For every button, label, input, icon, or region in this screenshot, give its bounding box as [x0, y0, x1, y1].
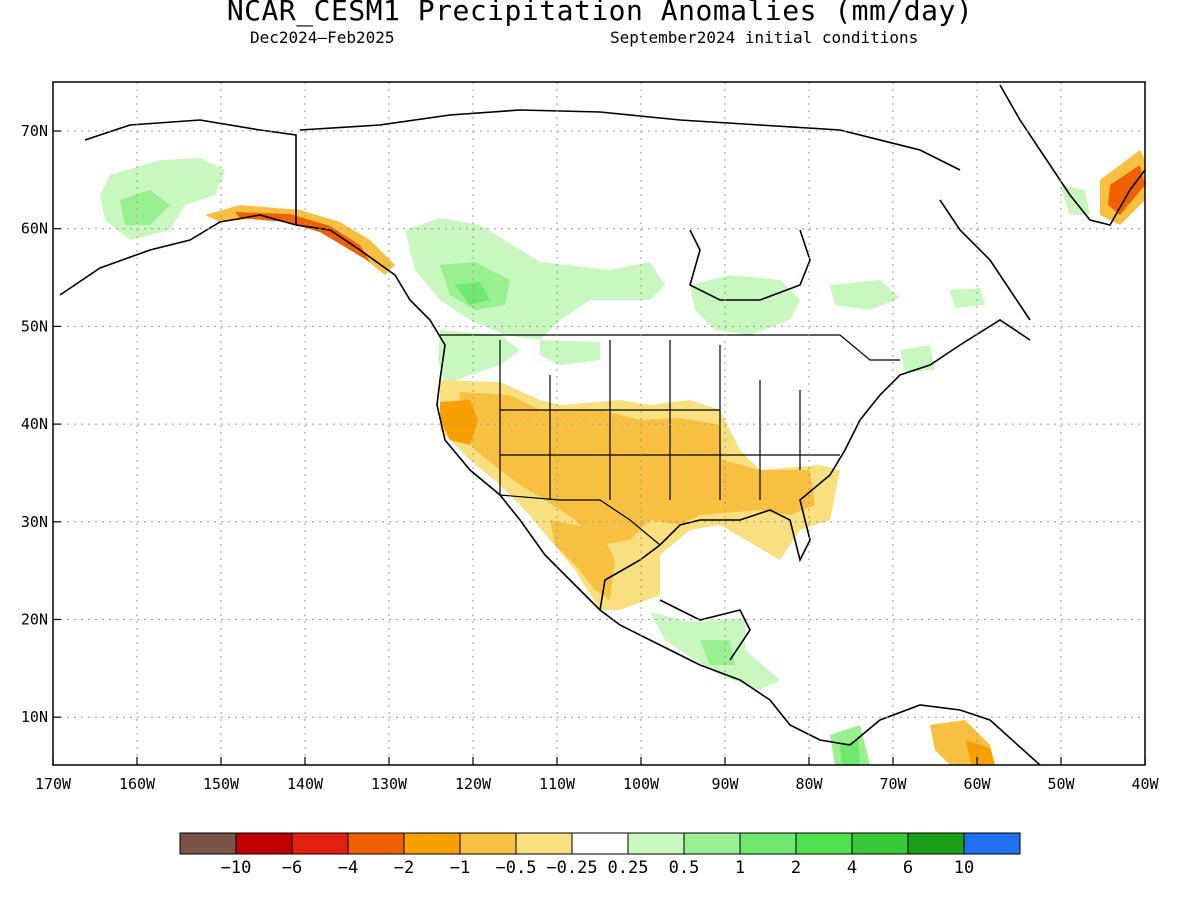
- north-america-west-coast: [295, 224, 851, 746]
- colorbar-swatch: [963, 832, 1021, 855]
- colorbar-label: −4: [338, 858, 358, 878]
- colorbar-swatch: [851, 832, 909, 855]
- gulf-alaska-dry-band: [205, 205, 395, 275]
- colorbar-swatch: [739, 832, 797, 855]
- longitude-label: 40W: [1131, 775, 1159, 793]
- colorbar-label: −0.25: [546, 858, 597, 878]
- labrador-coast: [939, 199, 1031, 321]
- longitude-label: 110W: [539, 775, 576, 793]
- longitude-label: 120W: [455, 775, 492, 793]
- colorbar-swatch: [683, 832, 741, 855]
- initial-conditions: September2024 initial conditions: [610, 28, 919, 47]
- longitude-label: 140W: [287, 775, 324, 793]
- latitude-label: 70N: [21, 122, 48, 140]
- colorbar-swatch: [627, 832, 685, 855]
- greenland-coast: [999, 84, 1145, 226]
- colorbar-label: −1: [450, 858, 470, 878]
- colorbar-label: 10: [954, 858, 974, 878]
- latitude-label: 40N: [21, 415, 48, 433]
- arctic-coast: [299, 109, 961, 171]
- us-canada-border: [440, 334, 900, 361]
- latitude-label: 20N: [21, 611, 48, 629]
- colorbar-label: 2: [791, 858, 801, 878]
- hudson-bay: [689, 229, 811, 301]
- south-america-coast: [849, 704, 1041, 765]
- mexico-dry-area: [550, 520, 615, 600]
- colorbar-label: −0.5: [496, 858, 537, 878]
- us-mexico-border: [499, 494, 661, 546]
- southwest-dry-core: [458, 392, 815, 545]
- colorbar-swatch: [291, 832, 349, 855]
- anomaly-shading: [100, 150, 1145, 765]
- colombia-wet-core: [840, 740, 860, 765]
- colorbar-label: 0.5: [669, 858, 700, 878]
- colorbar-label: −2: [394, 858, 414, 878]
- newfoundland-wet-area: [950, 288, 985, 308]
- political-borders: [440, 334, 900, 546]
- colorbar-swatch: [571, 832, 629, 855]
- colorbar: −10 −6 −4 −2 −1 −0.5 −0.25 0.25 0.5 1 2 4 6 10: [179, 832, 1021, 878]
- colorbar-label: −10: [221, 858, 252, 878]
- california-dry-peak: [440, 400, 478, 445]
- greenland-dry-core: [1108, 165, 1145, 215]
- latitude-label: 10N: [21, 708, 48, 726]
- map-title: NCAR_CESM1 Precipitation Anomalies (mm/d…: [226, 0, 974, 27]
- longitude-label: 100W: [623, 775, 660, 793]
- alaska-wet-area: [100, 158, 225, 240]
- gridlines: [53, 82, 1145, 765]
- colorbar-swatch: [235, 832, 293, 855]
- colorbar-label: 0.25: [608, 858, 649, 878]
- colorbar-swatch: [347, 832, 405, 855]
- quebec-wet-area: [690, 275, 800, 335]
- yucatan-coast: [659, 599, 751, 661]
- longitude-label: 50W: [1047, 775, 1075, 793]
- alaska-coast: [59, 119, 297, 296]
- coastlines: [59, 84, 1145, 765]
- valid-period: Dec2024–Feb2025: [250, 28, 395, 47]
- northern-plains-wet-area: [540, 340, 600, 365]
- pacific-nw-wet-area: [438, 330, 520, 385]
- longitude-label: 130W: [371, 775, 408, 793]
- gulf-coast: [599, 319, 1031, 611]
- longitude-label: 150W: [203, 775, 240, 793]
- longitude-label: 90W: [711, 775, 739, 793]
- colorbar-swatch: [795, 832, 853, 855]
- colorbar-label: 1: [735, 858, 745, 878]
- longitude-label: 80W: [795, 775, 823, 793]
- colorbar-swatch: [179, 832, 237, 855]
- alaska-wet-core: [120, 190, 170, 225]
- colorbar-label: −6: [282, 858, 302, 878]
- longitude-label: 60W: [963, 775, 991, 793]
- colorbar-swatch: [515, 832, 573, 855]
- latitude-label: 30N: [21, 513, 48, 531]
- colorbar-swatch: [907, 832, 965, 855]
- longitude-label: 160W: [119, 775, 156, 793]
- colorbar-swatch: [403, 832, 461, 855]
- venezuela-dry-core: [965, 740, 995, 765]
- northeast-wet-area: [900, 345, 935, 372]
- longitude-label: 70W: [879, 775, 907, 793]
- longitude-labels: 170W 160W 150W 140W 130W 120W 110W 100W 90W 80W 70…: [35, 757, 1160, 793]
- labrador-wet-area: [830, 280, 900, 310]
- map-plot-area: [59, 84, 1145, 765]
- latitude-label: 60N: [21, 220, 48, 238]
- yucatan-wet-core: [700, 640, 735, 665]
- colorbar-label: 4: [847, 858, 857, 878]
- longitude-label: 170W: [35, 775, 72, 793]
- colorbar-swatch: [459, 832, 517, 855]
- latitude-label: 50N: [21, 317, 48, 335]
- canada-wet-area: [405, 218, 665, 340]
- state-lines: [499, 340, 840, 500]
- colorbar-label: 6: [903, 858, 913, 878]
- latitude-labels: 70N 60N 50N 40N 30N 20N 10N: [21, 122, 61, 726]
